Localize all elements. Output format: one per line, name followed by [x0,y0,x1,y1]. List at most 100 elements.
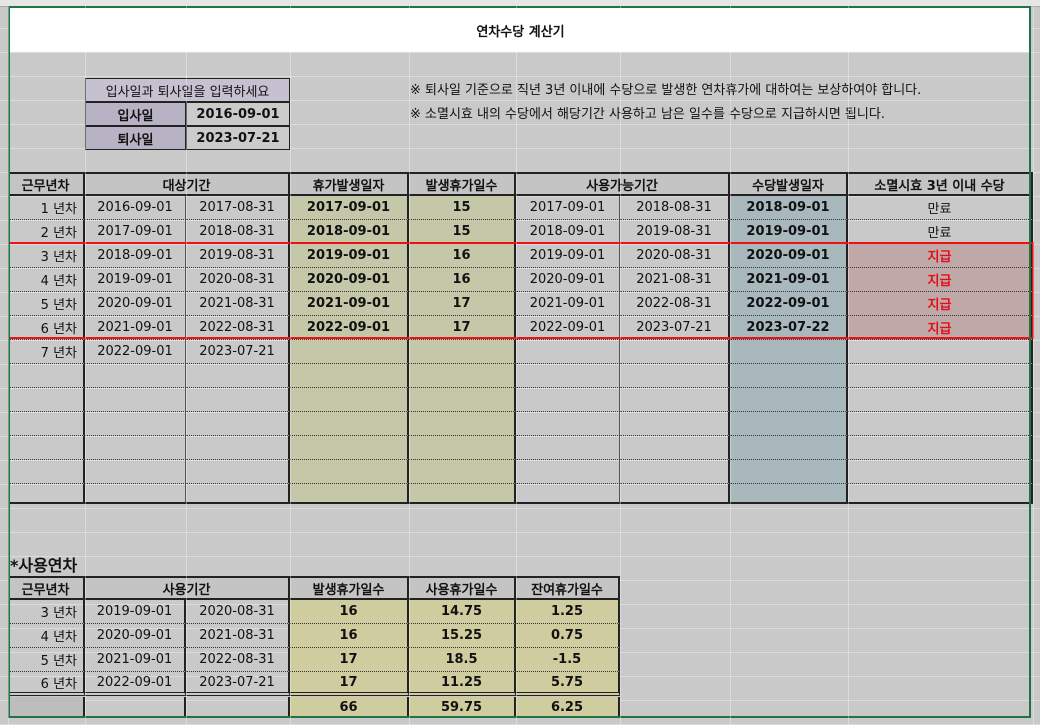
empty-cell [730,484,848,504]
used-cell-r4-c1: 2022-09-01 [85,672,186,696]
empty-cell [516,484,620,504]
main-cell-r1-c4: 15 [409,196,516,220]
empty-cell [290,412,409,436]
empty-cell [409,460,516,484]
empty-cell [620,364,730,388]
used-cell-r1-c2: 2020-08-31 [186,600,290,624]
empty-cell [409,388,516,412]
gridline [409,6,410,725]
main-cell-r7-c2: 2023-07-21 [186,340,290,364]
main-cell-r3-c0: 3 년차 [8,244,85,268]
main-cell-r6-c6: 2023-07-21 [620,316,730,340]
empty-cell [186,364,290,388]
main-header-4: 사용가능기간 [516,172,730,196]
used-cell-r2-c3: 16 [290,624,409,648]
main-cell-r5-c1: 2020-09-01 [85,292,186,316]
main-cell-r1-c1: 2016-09-01 [85,196,186,220]
empty-cell [8,460,85,484]
empty-cell [8,436,85,460]
main-header-6: 소멸시효 3년 이내 수당 [848,172,1033,196]
empty-cell [848,460,1033,484]
main-cell-r6-c5: 2022-09-01 [516,316,620,340]
used-header-3: 사용휴가일수 [409,576,516,600]
empty-cell [516,436,620,460]
main-cell-r5-c4: 17 [409,292,516,316]
main-cell-r4-c8: 지급 [848,268,1033,292]
main-cell-r1-c8: 만료 [848,196,1033,220]
main-cell-r4-c4: 16 [409,268,516,292]
main-cell-r5-c3: 2021-09-01 [290,292,409,316]
gridline [290,6,291,725]
used-cell-r1-c4: 14.75 [409,600,516,624]
main-cell-r6-c7: 2023-07-22 [730,316,848,340]
gridline [620,6,621,725]
used-cell-r4-c4: 11.25 [409,672,516,696]
empty-cell [409,412,516,436]
empty-cell [516,460,620,484]
used-cell-r3-c5: -1.5 [516,648,620,672]
used-total-c5: 6.25 [516,697,620,718]
empty-cell [85,436,186,460]
used-header-1: 사용기간 [85,576,290,600]
used-cell-r4-c0: 6 년차 [8,672,85,696]
main-cell-r7-c1: 2022-09-01 [85,340,186,364]
main-header-3: 발생휴가일수 [409,172,516,196]
used-cell-r3-c3: 17 [290,648,409,672]
main-cell-r4-c3: 2020-09-01 [290,268,409,292]
used-cell-r2-c4: 15.25 [409,624,516,648]
main-cell-r4-c7: 2021-09-01 [730,268,848,292]
used-cell-r3-c1: 2021-09-01 [85,648,186,672]
main-cell-r4-c1: 2019-09-01 [85,268,186,292]
used-cell-r4-c5: 5.75 [516,672,620,696]
main-cell-r1-c5: 2017-09-01 [516,196,620,220]
empty-cell [516,412,620,436]
empty-cell [290,460,409,484]
main-cell-r1-c6: 2018-08-31 [620,196,730,220]
main-cell-r3-c1: 2018-09-01 [85,244,186,268]
empty-cell [8,484,85,504]
gridline [1033,6,1034,725]
used-header-0: 근무년차 [8,576,85,600]
empty-cell [8,364,85,388]
empty-cell [730,388,848,412]
used-leave-title: *사용연차 [10,556,78,575]
empty-cell [620,436,730,460]
empty-cell [290,388,409,412]
empty-cell [186,460,290,484]
used-total-c3: 66 [290,697,409,718]
empty-cell [516,364,620,388]
empty-cell [409,436,516,460]
used-cell-r3-c0: 5 년차 [8,648,85,672]
main-cell-r3-c2: 2019-08-31 [186,244,290,268]
empty-cell [409,484,516,504]
main-header-2: 휴가발생일자 [290,172,409,196]
main-cell-r3-c3: 2019-09-01 [290,244,409,268]
gridline [85,6,86,725]
main-cell-r2-c7: 2019-09-01 [730,220,848,244]
main-cell-r5-c0: 5 년차 [8,292,85,316]
empty-cell [186,412,290,436]
used-cell-r3-c2: 2022-08-31 [186,648,290,672]
empty-cell [290,436,409,460]
note-2: ※ 소멸시효 내의 수당에서 해당기간 사용하고 남은 일수를 수당으로 지급하… [410,107,885,122]
empty-cell [848,364,1033,388]
main-cell-r3-c4: 16 [409,244,516,268]
sheet-title: 연차수당 계산기 [10,8,1031,52]
used-total-c0 [8,697,85,718]
empty-cell [85,364,186,388]
empty-cell [620,388,730,412]
leave-date-input[interactable]: 2023-07-21 [186,126,290,150]
main-cell-r5-c6: 2022-08-31 [620,292,730,316]
used-cell-r4-c3: 17 [290,672,409,696]
used-cell-r2-c0: 4 년차 [8,624,85,648]
hire-date-input[interactable]: 2016-09-01 [186,102,290,126]
main-cell-r7-c8 [848,340,1033,364]
gridline [186,6,187,725]
used-cell-r2-c2: 2021-08-31 [186,624,290,648]
empty-cell [85,484,186,504]
main-cell-r2-c3: 2018-09-01 [290,220,409,244]
main-cell-r7-c4 [409,340,516,364]
used-header-2: 발생휴가일수 [290,576,409,600]
main-cell-r6-c4: 17 [409,316,516,340]
